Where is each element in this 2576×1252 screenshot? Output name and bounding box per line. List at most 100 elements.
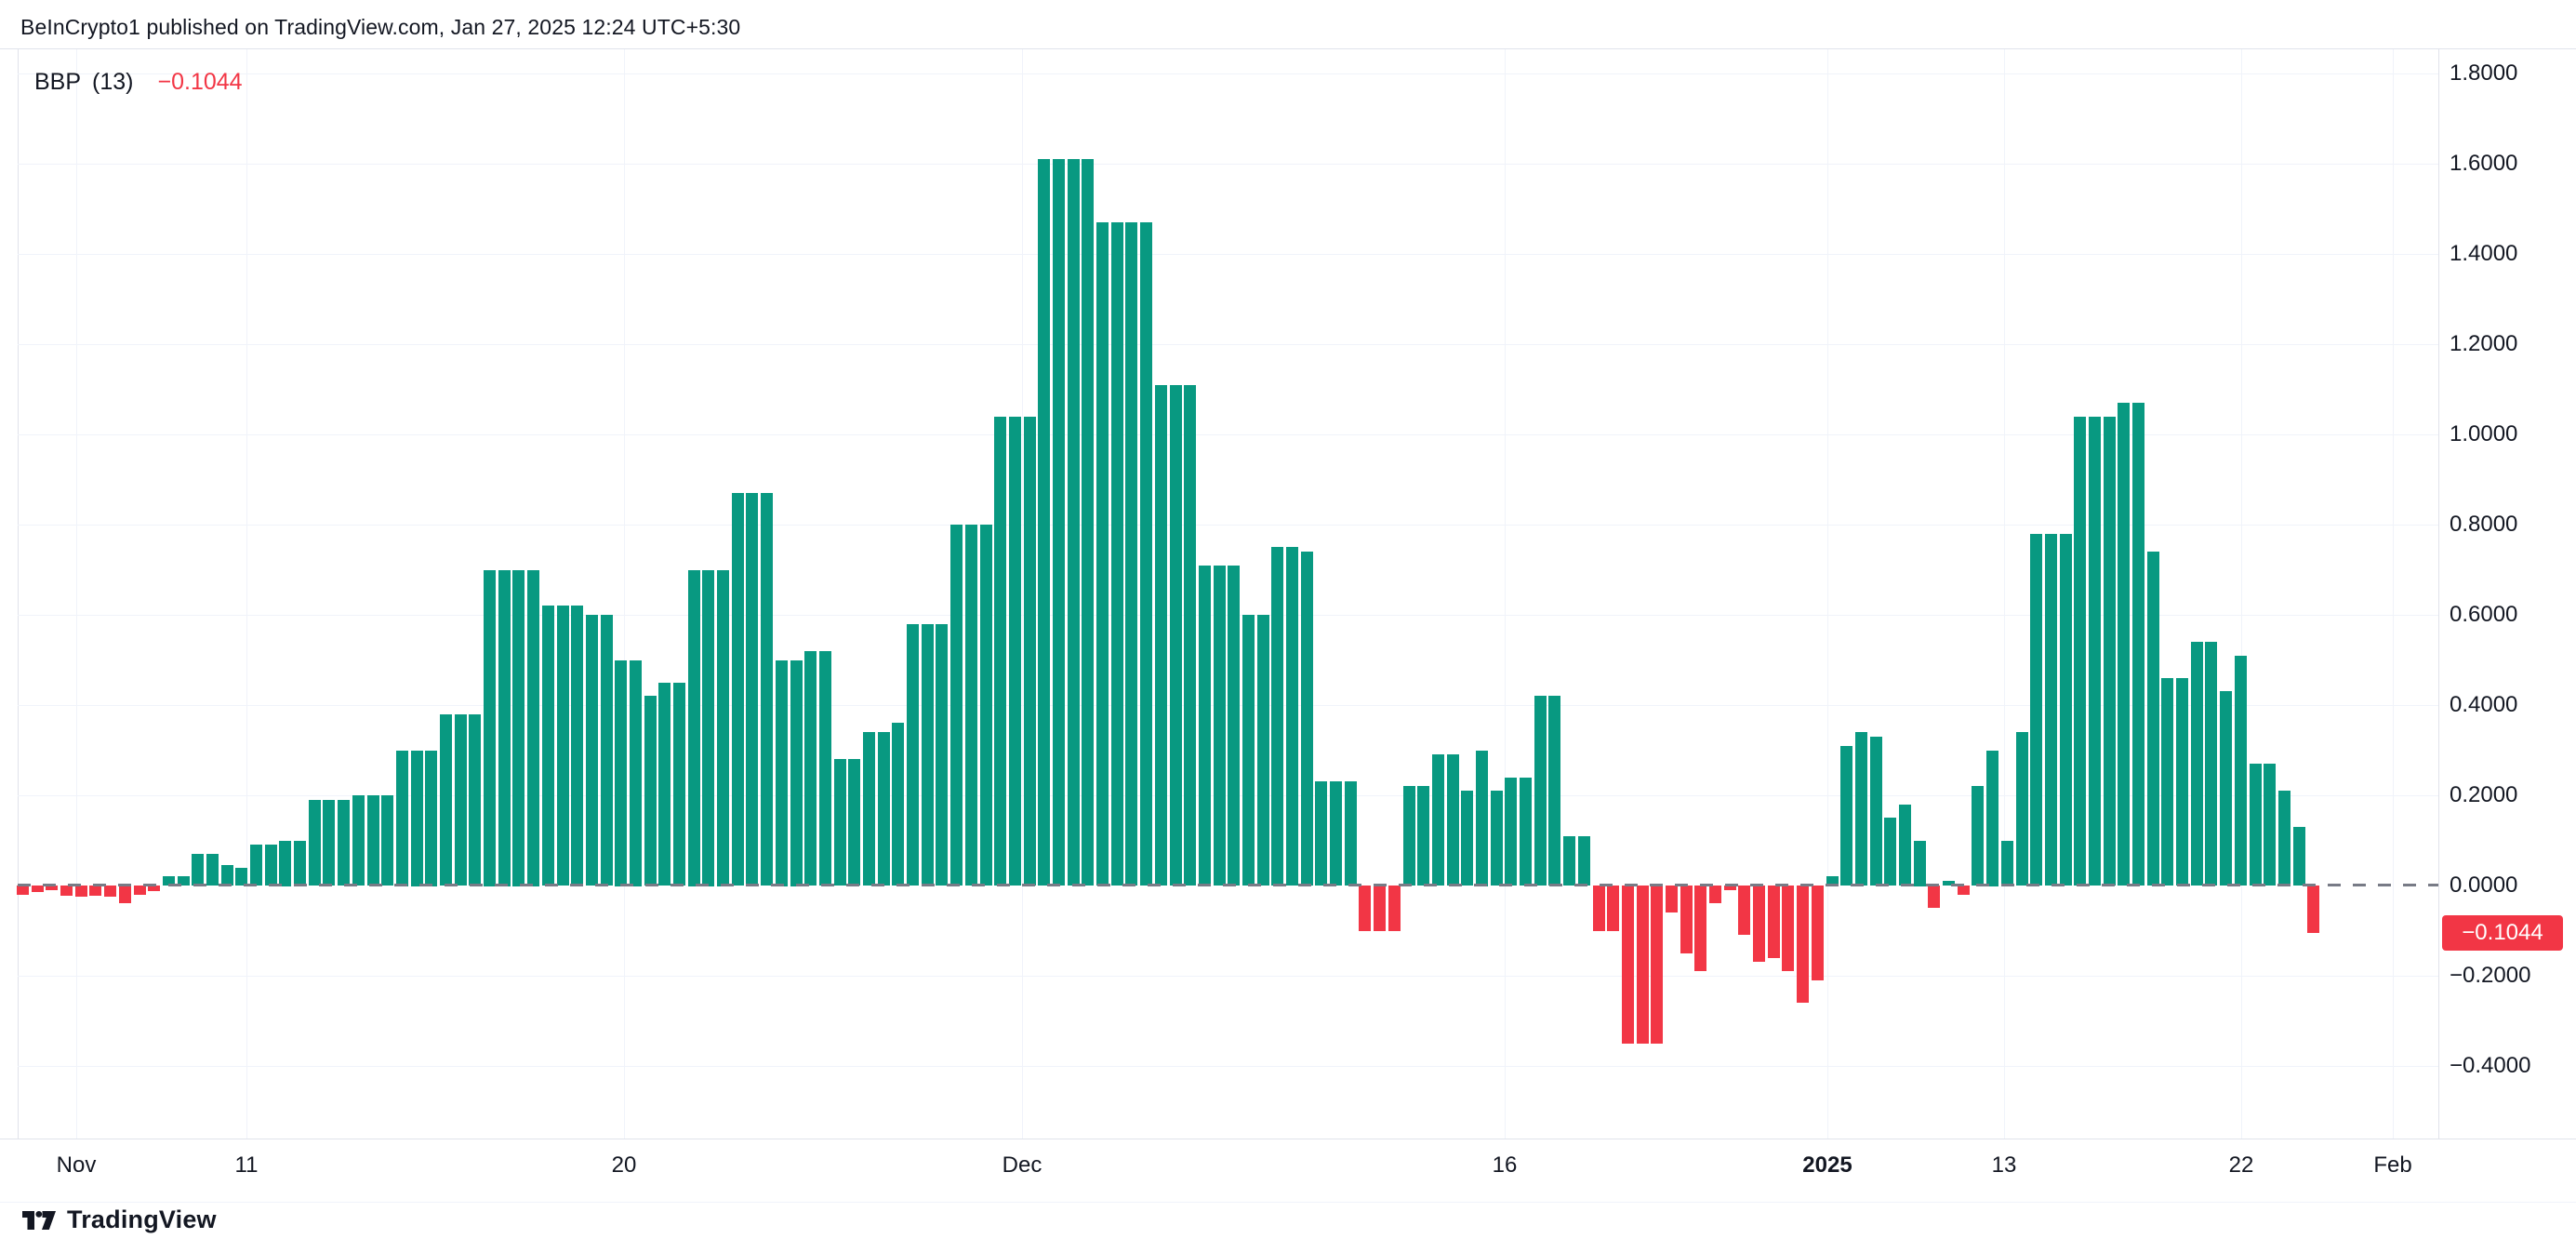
y-axis-label: 0.2000 [2450,782,2518,807]
y-axis-label: 0.6000 [2450,602,2518,627]
histogram-bar [1548,696,1560,886]
histogram-bar [965,525,977,886]
v-gridline [76,49,77,1139]
y-axis-label: 0.0000 [2450,872,2518,898]
histogram-bar [1214,566,1226,886]
histogram-bar [32,886,44,892]
histogram-bar [1476,751,1488,886]
page-title: BeInCrypto1 published on TradingView.com… [20,15,741,39]
h-gridline [18,434,2438,435]
histogram-bar [2264,764,2276,886]
histogram-bar [469,714,481,886]
histogram-bar [746,493,758,886]
histogram-bar [1986,751,1998,886]
pane-left-border [18,49,19,1139]
histogram-bar [352,795,365,886]
histogram-bar [1884,818,1896,886]
histogram-bar [17,886,29,895]
histogram-bar [1534,696,1547,886]
x-axis-label: 20 [611,1152,637,1178]
histogram-bar [2293,827,2305,886]
histogram-bar [1563,836,1575,886]
histogram-bar [1812,886,1824,980]
histogram-bar [1680,886,1693,953]
y-axis-label: 0.4000 [2450,692,2518,717]
v-gridline [2004,49,2005,1139]
histogram-bar [163,876,175,886]
histogram-bar [790,660,803,886]
x-axis-label: Nov [56,1152,97,1178]
histogram-bar [1315,781,1327,886]
histogram-bar [994,417,1006,886]
histogram-bar [2278,791,2291,886]
histogram-bar [658,683,671,886]
x-axis-label: 2025 [1802,1152,1852,1178]
histogram-bar [75,886,87,897]
histogram-bar [484,570,496,886]
histogram-bar [1914,841,1926,886]
histogram-bar [294,841,306,886]
histogram-bar [178,876,190,886]
histogram-bar [2235,656,2247,886]
histogram-bar [2191,642,2203,886]
tradingview-link[interactable]: TradingView [20,1205,217,1234]
y-axis-label: −0.2000 [2450,963,2531,988]
histogram-bar [1958,886,1970,895]
histogram-bar [1505,778,1517,886]
y-axis-label: 1.4000 [2450,241,2518,266]
histogram-bar [804,651,817,886]
h-gridline [18,344,2438,345]
histogram-bar [2220,691,2232,886]
y-axis-label: 1.8000 [2450,60,2518,86]
v-gridline [246,49,247,1139]
histogram-bar [644,696,657,886]
histogram-bar [2250,764,2262,886]
pane-top-border [0,48,2576,49]
v-gridline [1827,49,1828,1139]
last-value-badge: −0.1044 [2442,915,2563,951]
histogram-bar [1330,781,1342,886]
indicator-params: (13) [92,69,134,95]
price-axis-border [2438,49,2439,1139]
y-axis-label: 1.2000 [2450,331,2518,356]
histogram-bar [1520,778,1532,886]
histogram-bar [819,651,831,886]
x-axis-label: Feb [2373,1152,2412,1178]
histogram-bar [2074,417,2086,886]
histogram-bar [1622,886,1634,1044]
histogram-bar [863,732,875,886]
histogram-bar [557,606,569,886]
x-axis-label: 11 [234,1152,259,1178]
h-gridline [18,976,2438,977]
histogram-bar [1155,385,1167,886]
histogram-bar [1184,385,1196,886]
h-gridline [18,164,2438,165]
histogram-bar [1724,886,1736,890]
histogram-bar [250,845,262,886]
histogram-bar [1271,547,1283,886]
y-axis-label: 1.6000 [2450,151,2518,176]
histogram-bar [1286,547,1298,886]
v-gridline [1505,49,1506,1139]
histogram-bar [527,570,539,886]
histogram-bar [1170,385,1182,886]
x-axis-label: 22 [2228,1152,2254,1178]
histogram-bar [776,660,788,886]
histogram-bar [279,841,291,886]
histogram-bar [673,683,685,886]
indicator-legend: BBP (13) −0.1044 [34,69,243,96]
indicator-value: −0.1044 [157,69,243,95]
histogram-bar [2001,841,2013,886]
histogram-bar [1782,886,1794,971]
histogram-bar [60,886,73,896]
histogram-bar [1053,159,1065,886]
histogram-bar [2147,552,2159,886]
histogram-bar [1607,886,1619,931]
time-axis[interactable] [0,1139,2576,1205]
histogram-bar [1972,786,1984,886]
h-gridline [18,1066,2438,1067]
histogram-bar [440,714,452,886]
histogram-bar [1403,786,1415,886]
histogram-bar [1826,876,1839,886]
histogram-bar [950,525,963,886]
